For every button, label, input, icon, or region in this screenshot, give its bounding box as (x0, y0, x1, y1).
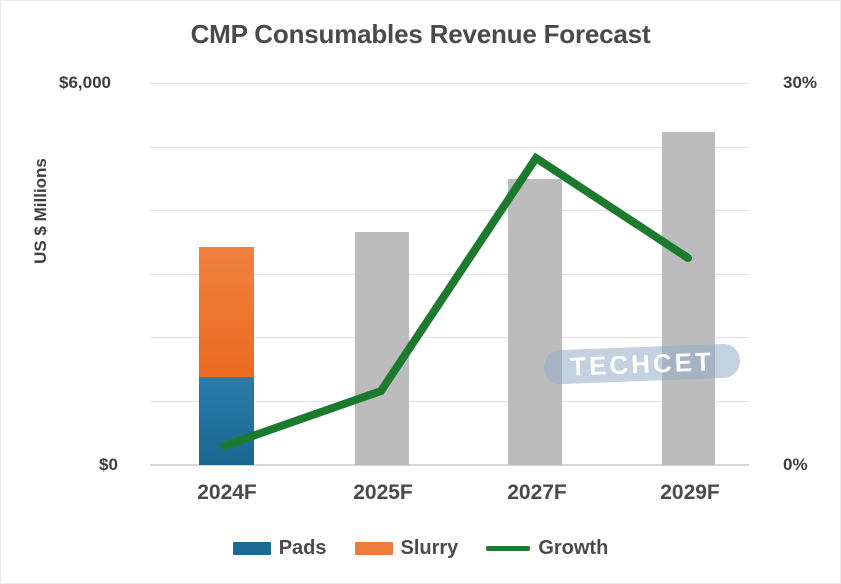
bar-2024F[interactable] (199, 247, 254, 465)
gridline (150, 210, 749, 211)
bar-segment-pads[interactable] (199, 377, 254, 465)
secondary-y-axis-max-label: 30% (783, 73, 818, 92)
x-axis-label-2027F: 2027F (507, 481, 567, 504)
legend-item-pads[interactable]: Pads (232, 537, 327, 560)
legend-label: Growth (538, 537, 609, 559)
bar-segment-total[interactable] (662, 132, 715, 465)
legend-swatch-icon (354, 542, 393, 555)
gridline (150, 83, 749, 84)
x-axis-label-2025F: 2025F (353, 481, 413, 504)
y-axis-min-label: $0 (99, 455, 118, 474)
secondary-y-axis-min-label: 0% (783, 455, 808, 474)
x-axis-label-2024F: 2024F (197, 481, 257, 504)
bar-segment-total[interactable] (508, 179, 562, 465)
bar-segment-total[interactable] (355, 232, 409, 465)
bar-2027F[interactable] (508, 179, 562, 465)
chart-title: CMP Consumables Revenue Forecast (190, 19, 651, 49)
y-axis-title: US $ Millions (31, 158, 50, 264)
bar-segment-slurry[interactable] (199, 247, 254, 377)
gridline (150, 147, 749, 148)
legend-swatch-icon (232, 542, 271, 555)
bar-2025F[interactable] (355, 232, 409, 465)
y-axis-max-label: $6,000 (59, 73, 111, 92)
x-axis-label-2029F: 2029F (660, 481, 720, 504)
legend-line-icon (486, 546, 531, 551)
x-axis-line (150, 464, 749, 466)
legend-item-slurry[interactable]: Slurry (354, 537, 459, 560)
legend-label: Slurry (400, 537, 459, 559)
bar-2029F[interactable] (662, 132, 715, 465)
growth-line-path (220, 152, 692, 450)
legend-label: Pads (278, 537, 327, 559)
plot-area (150, 83, 749, 466)
legend-item-growth[interactable]: Growth (486, 537, 608, 560)
watermark-text: TECHCET (569, 345, 715, 382)
chart-legend: Pads Slurry Growth (1, 537, 840, 560)
